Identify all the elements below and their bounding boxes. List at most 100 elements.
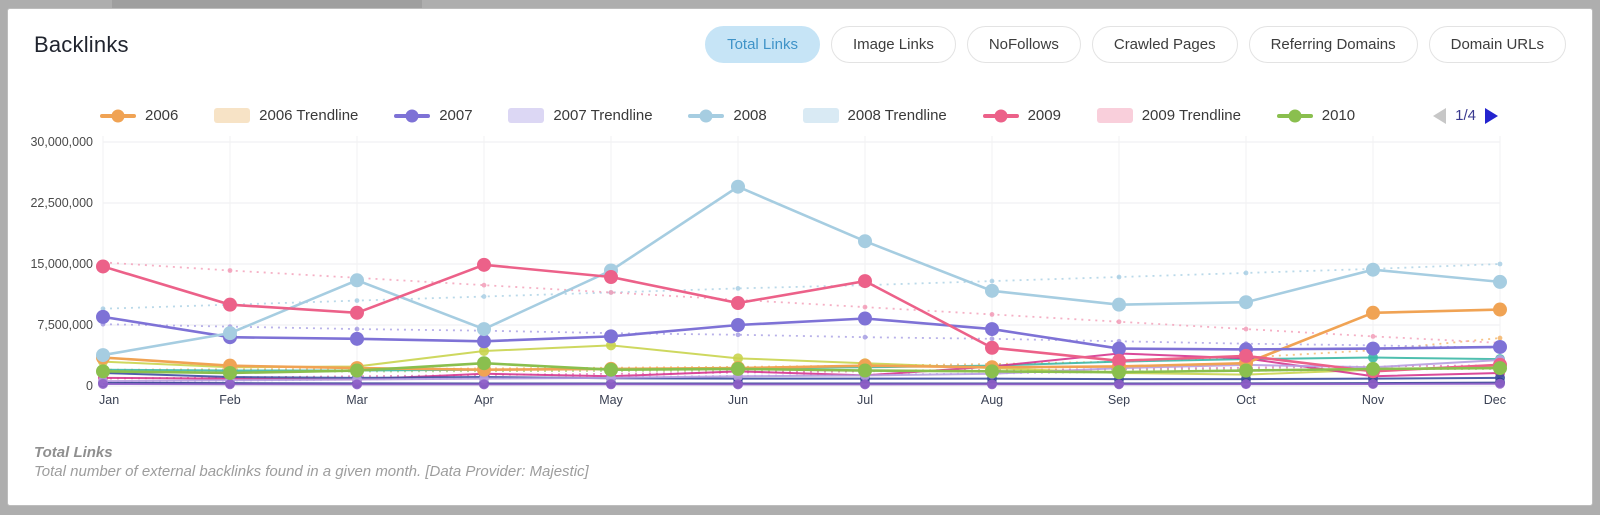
data-point[interactable] — [1114, 379, 1124, 390]
data-point[interactable] — [731, 296, 745, 311]
data-point[interactable] — [858, 363, 872, 378]
backlinks-line-chart: 0 7,500,000 15,000,000 22,500,000 30,000,000… — [30, 135, 1507, 407]
tab-image-links[interactable]: Image Links — [830, 26, 956, 63]
data-point[interactable] — [1368, 378, 1378, 389]
data-point — [735, 332, 741, 338]
data-point[interactable] — [733, 379, 743, 390]
legend-page-indicator: 1/4 — [1455, 107, 1476, 124]
data-point[interactable] — [985, 340, 999, 355]
data-point[interactable] — [858, 274, 872, 289]
data-point[interactable] — [1366, 305, 1380, 320]
data-point — [989, 312, 995, 317]
data-point[interactable] — [1493, 339, 1507, 354]
y-axis-tick-label: 7,500,000 — [37, 318, 93, 332]
tab-nofollows[interactable]: NoFollows — [966, 26, 1081, 63]
data-point[interactable] — [1112, 341, 1126, 356]
data-point[interactable] — [731, 179, 745, 194]
data-point[interactable] — [985, 364, 999, 379]
series-2008[interactable] — [96, 179, 1507, 363]
data-point[interactable] — [350, 331, 364, 346]
metric-tabs: Total Links Image Links NoFollows Crawled P… — [705, 26, 1566, 63]
data-point[interactable] — [477, 257, 491, 272]
data-point[interactable] — [1112, 297, 1126, 312]
series-2008-trendline — [100, 261, 1503, 312]
data-point[interactable] — [604, 362, 618, 377]
data-point[interactable] — [1493, 274, 1507, 289]
data-point[interactable] — [477, 322, 491, 337]
legend-line-marker-icon — [1276, 113, 1313, 118]
data-point[interactable] — [96, 309, 110, 324]
series-2007[interactable] — [96, 309, 1507, 357]
data-point[interactable] — [1239, 363, 1253, 378]
tab-total-links[interactable]: Total Links — [705, 26, 820, 63]
data-point[interactable] — [223, 297, 237, 312]
data-point[interactable] — [731, 318, 745, 332]
data-point — [1497, 335, 1503, 341]
data-point[interactable] — [985, 283, 999, 298]
data-point[interactable] — [477, 356, 491, 371]
data-point[interactable] — [350, 363, 364, 378]
data-point[interactable] — [479, 379, 489, 390]
series-2009[interactable] — [96, 257, 1507, 379]
data-point[interactable] — [858, 311, 872, 326]
data-point[interactable] — [1493, 302, 1507, 317]
data-point[interactable] — [1112, 365, 1126, 380]
data-point[interactable] — [1241, 379, 1251, 390]
data-point[interactable] — [479, 346, 489, 357]
data-point[interactable] — [225, 379, 235, 390]
data-point[interactable] — [860, 379, 870, 390]
y-axis-tick-label: 22,500,000 — [30, 196, 93, 210]
tab-crawled-pages[interactable]: Crawled Pages — [1091, 26, 1238, 63]
legend-item-2009[interactable]: 2009 — [982, 107, 1061, 124]
data-point[interactable] — [1366, 341, 1380, 356]
data-point[interactable] — [223, 365, 237, 380]
series-2010[interactable] — [96, 356, 1507, 380]
y-axis-tick-label: 30,000,000 — [30, 135, 93, 149]
series-2009-trendline — [100, 259, 1503, 346]
x-axis-tick-label: Feb — [219, 393, 241, 407]
legend-swatch-icon — [508, 108, 545, 123]
data-point[interactable] — [1493, 361, 1507, 376]
data-point[interactable] — [1239, 295, 1253, 310]
legend-item-2006[interactable]: 2006 — [100, 107, 178, 124]
data-point[interactable] — [477, 334, 491, 349]
data-point[interactable] — [985, 322, 999, 337]
legend-next-button[interactable] — [1485, 107, 1498, 124]
legend-item-2008-trendline[interactable]: 2008 Trendline — [802, 107, 947, 124]
legend-item-2007[interactable]: 2007 — [394, 107, 473, 124]
data-point[interactable] — [604, 329, 618, 344]
legend-item-2007-trendline[interactable]: 2007 Trendline — [508, 107, 653, 124]
data-point[interactable] — [858, 234, 872, 249]
data-point[interactable] — [1112, 353, 1126, 368]
data-point[interactable] — [1366, 262, 1380, 277]
data-point[interactable] — [98, 378, 108, 389]
legend-item-2010[interactable]: 2010 — [1276, 107, 1355, 124]
data-point[interactable] — [604, 270, 618, 285]
data-point[interactable] — [733, 353, 743, 364]
x-axis-tick-label: Oct — [1236, 393, 1256, 407]
legend-item-2008[interactable]: 2008 — [688, 107, 767, 124]
legend-prev-button[interactable] — [1433, 107, 1447, 124]
data-point[interactable] — [1239, 348, 1253, 363]
data-point[interactable] — [96, 259, 110, 274]
legend-item-2006-trendline[interactable]: 2006 Trendline — [214, 107, 358, 124]
data-point[interactable] — [1366, 361, 1380, 376]
data-point[interactable] — [350, 305, 364, 320]
data-point[interactable] — [96, 364, 110, 379]
data-point[interactable] — [223, 326, 237, 341]
data-point[interactable] — [606, 379, 616, 390]
data-point[interactable] — [1495, 378, 1505, 389]
data-point[interactable] — [731, 361, 745, 376]
legend-label: 2009 Trendline — [1141, 107, 1241, 124]
widget-header: Backlinks Total Links Image Links NoFollow… — [8, 9, 1592, 63]
data-point[interactable] — [352, 379, 362, 390]
footer-metric-description: Total number of external backlinks found… — [34, 463, 589, 480]
data-point[interactable] — [96, 348, 110, 363]
data-point — [1370, 333, 1376, 339]
data-point[interactable] — [987, 379, 997, 390]
tab-referring-domains[interactable]: Referring Domains — [1248, 26, 1418, 63]
tab-domain-urls[interactable]: Domain URLs — [1428, 26, 1566, 63]
data-point — [227, 268, 233, 273]
legend-item-2009-trendline[interactable]: 2009 Trendline — [1096, 107, 1241, 124]
data-point[interactable] — [350, 273, 364, 288]
